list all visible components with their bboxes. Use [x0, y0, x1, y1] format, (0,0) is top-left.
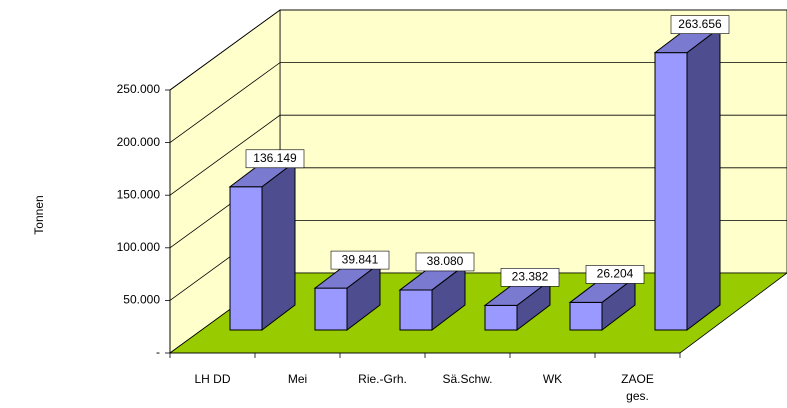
bar-side: [261, 160, 296, 332]
x-tick-label: LH DD: [194, 372, 231, 386]
x-tick-label: Mei: [287, 372, 308, 386]
grid-line: [169, 114, 787, 196]
y-axis-label: Tonnen: [32, 195, 46, 234]
y-tick-label: 250.000: [117, 82, 161, 96]
y-tick-label: 200.000: [117, 135, 161, 149]
value-label-box: [330, 250, 390, 270]
bar-side: [686, 26, 721, 332]
bar-front: [314, 287, 348, 331]
value-label: 263.656: [678, 17, 722, 31]
y-tick-label: -: [156, 345, 160, 359]
value-label-box: [670, 15, 730, 34]
value-label-box: [415, 252, 475, 272]
value-label-box: [500, 268, 560, 287]
value-label: 39.841: [342, 252, 379, 266]
value-label: 26.204: [597, 267, 634, 281]
value-label-box: [245, 149, 305, 169]
value-label: 38.080: [427, 254, 464, 268]
grid-line: [169, 62, 787, 143]
x-tick-label: WK: [542, 372, 563, 386]
value-label: 23.382: [512, 270, 549, 284]
x-tick-label: Rie.-Grh.: [358, 372, 407, 386]
bar-front: [399, 289, 433, 331]
bar-front: [484, 304, 518, 331]
x-tick-label: Sä.Schw.: [442, 372, 493, 386]
grid-line: [169, 9, 787, 91]
bar-front: [569, 301, 603, 331]
bar-front: [229, 186, 263, 331]
y-tick-label: 50.000: [123, 293, 160, 307]
y-tick-label: 100.000: [117, 240, 161, 254]
bar-front: [654, 52, 688, 331]
value-label-box: [585, 265, 645, 284]
y-tick-label: 150.000: [117, 187, 161, 201]
value-label: 136.149: [253, 151, 297, 165]
x-tick-label: ZAOE ges.: [621, 372, 654, 403]
